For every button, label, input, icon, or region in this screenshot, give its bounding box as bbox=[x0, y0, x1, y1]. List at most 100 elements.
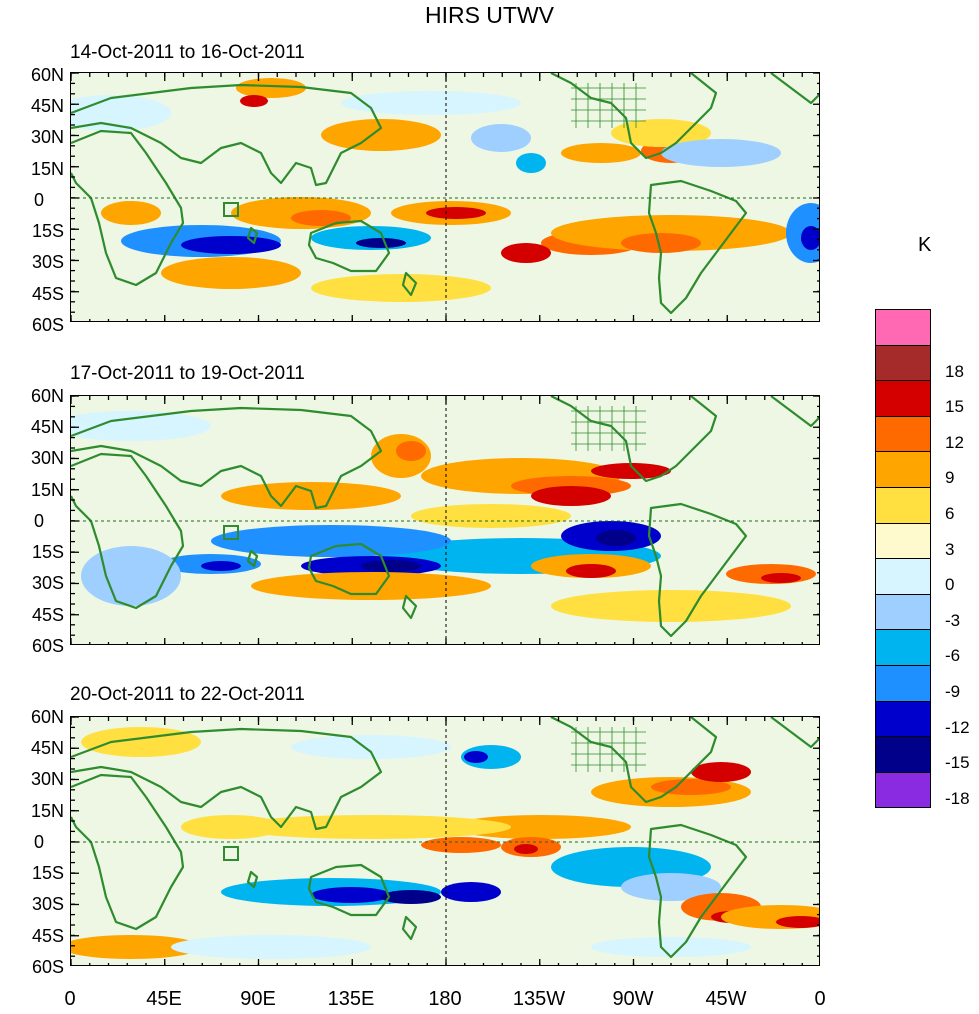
anomaly-region bbox=[211, 525, 451, 557]
lat-label: 60N bbox=[30, 65, 64, 85]
lat-label: 60S bbox=[31, 315, 64, 335]
colorbar-swatch bbox=[875, 771, 931, 809]
colorbar-label: -6 bbox=[945, 646, 961, 666]
panel-3-map bbox=[70, 716, 820, 966]
lon-label: 135E bbox=[327, 988, 375, 1010]
colorbar-label: -15 bbox=[945, 753, 970, 773]
anomaly-region bbox=[311, 274, 491, 302]
lon-label: 0 bbox=[814, 988, 826, 1010]
lat-label: 60N bbox=[30, 707, 64, 727]
lat-label: 0 bbox=[33, 832, 44, 852]
colorbar-swatch bbox=[875, 593, 931, 631]
lat-label: 60S bbox=[31, 636, 64, 656]
colorbar-unit: K bbox=[918, 234, 932, 256]
colorbar-swatch bbox=[875, 700, 931, 738]
lat-label: 45S bbox=[31, 926, 64, 946]
colorbar bbox=[875, 309, 931, 809]
colorbar-label: -18 bbox=[945, 788, 970, 808]
panel-1-map bbox=[70, 72, 820, 322]
lat-label: 0 bbox=[33, 511, 44, 531]
colorbar-swatch bbox=[875, 664, 931, 702]
anomaly-region bbox=[691, 762, 751, 782]
anomaly-region bbox=[566, 564, 616, 578]
anomaly-region bbox=[361, 560, 421, 572]
colorbar-swatch bbox=[875, 415, 931, 453]
anomaly-region bbox=[81, 727, 201, 757]
lat-label: 15S bbox=[31, 863, 64, 883]
anomaly-region bbox=[591, 463, 671, 479]
lat-label: 45N bbox=[30, 417, 64, 437]
anomaly-region bbox=[71, 935, 201, 959]
colorbar-swatch bbox=[875, 522, 931, 560]
lon-label: 90E bbox=[240, 988, 276, 1010]
colorbar-swatch bbox=[875, 309, 931, 346]
lat-label: 30S bbox=[31, 252, 64, 272]
anomaly-region bbox=[321, 119, 441, 151]
anomaly-region bbox=[661, 139, 781, 167]
colorbar-swatch bbox=[875, 451, 931, 488]
lon-label: 135W bbox=[512, 988, 566, 1010]
figure-title: HIRS UTWV bbox=[424, 2, 555, 28]
anomaly-region bbox=[501, 243, 551, 263]
colorbar-label: -9 bbox=[945, 682, 961, 701]
colorbar-label: 15 bbox=[945, 397, 964, 417]
lat-label: 15S bbox=[31, 542, 64, 562]
anomaly-region bbox=[341, 91, 521, 115]
colorbar-label: -12 bbox=[945, 717, 970, 737]
anomaly-region bbox=[776, 916, 819, 928]
anomaly-region bbox=[801, 226, 819, 250]
lat-label: 30N bbox=[30, 127, 64, 147]
colorbar-label: 12 bbox=[945, 432, 964, 452]
anomaly-region bbox=[240, 95, 268, 107]
lon-label: 45E bbox=[146, 988, 182, 1010]
anomaly-region bbox=[441, 882, 501, 902]
colorbar-label: 9 bbox=[945, 468, 955, 488]
anomaly-region bbox=[381, 890, 441, 904]
anomaly-region bbox=[621, 233, 701, 253]
anomaly-region bbox=[236, 78, 306, 98]
anomaly-region bbox=[356, 238, 406, 248]
lat-label: 30N bbox=[30, 448, 64, 468]
lat-label: 30S bbox=[31, 573, 64, 593]
colorbar-label: 18 bbox=[945, 361, 964, 381]
panel-3-title: 20-Oct-2011 to 22-Oct-2011 bbox=[70, 684, 305, 705]
anomaly-region bbox=[514, 844, 538, 854]
anomaly-region bbox=[426, 207, 486, 219]
anomaly-region bbox=[464, 751, 488, 763]
anomaly-region bbox=[411, 504, 571, 528]
colorbar-swatch bbox=[875, 344, 931, 382]
anomaly-region bbox=[551, 590, 791, 622]
lat-label: 45S bbox=[31, 284, 64, 304]
panel-1-title: 14-Oct-2011 to 16-Oct-2011 bbox=[70, 42, 305, 63]
anomaly-region bbox=[81, 546, 181, 606]
anomaly-region bbox=[251, 572, 491, 600]
anomaly-region bbox=[171, 935, 371, 959]
anomaly-region bbox=[291, 735, 451, 759]
lat-label: 15S bbox=[31, 221, 64, 241]
anomaly-region bbox=[231, 815, 511, 839]
anomaly-region bbox=[181, 815, 281, 839]
anomaly-region bbox=[761, 573, 801, 583]
colorbar-swatch bbox=[875, 558, 931, 595]
lat-label: 30N bbox=[30, 769, 64, 789]
anomaly-region bbox=[551, 215, 791, 251]
anomaly-region bbox=[71, 411, 211, 441]
lat-label: 0 bbox=[33, 190, 44, 210]
colorbar-swatch bbox=[875, 380, 931, 417]
lat-label: 45S bbox=[31, 605, 64, 625]
anomaly-region bbox=[561, 143, 641, 163]
lat-label: 45N bbox=[30, 96, 64, 116]
anomaly-region bbox=[451, 815, 631, 839]
anomaly-region bbox=[201, 561, 241, 571]
panel-2-title: 17-Oct-2011 to 19-Oct-2011 bbox=[70, 363, 305, 384]
anomaly-region bbox=[621, 873, 721, 901]
anomaly-region bbox=[471, 124, 531, 152]
lat-label: 30S bbox=[31, 894, 64, 914]
lon-label: 180 bbox=[428, 988, 462, 1010]
colorbar-label: 0 bbox=[945, 575, 955, 595]
anomaly-region bbox=[596, 530, 636, 546]
lat-label: 45N bbox=[30, 738, 64, 758]
colorbar-label: 6 bbox=[945, 504, 955, 523]
anomaly-region bbox=[101, 201, 161, 225]
anomaly-region bbox=[161, 257, 301, 289]
